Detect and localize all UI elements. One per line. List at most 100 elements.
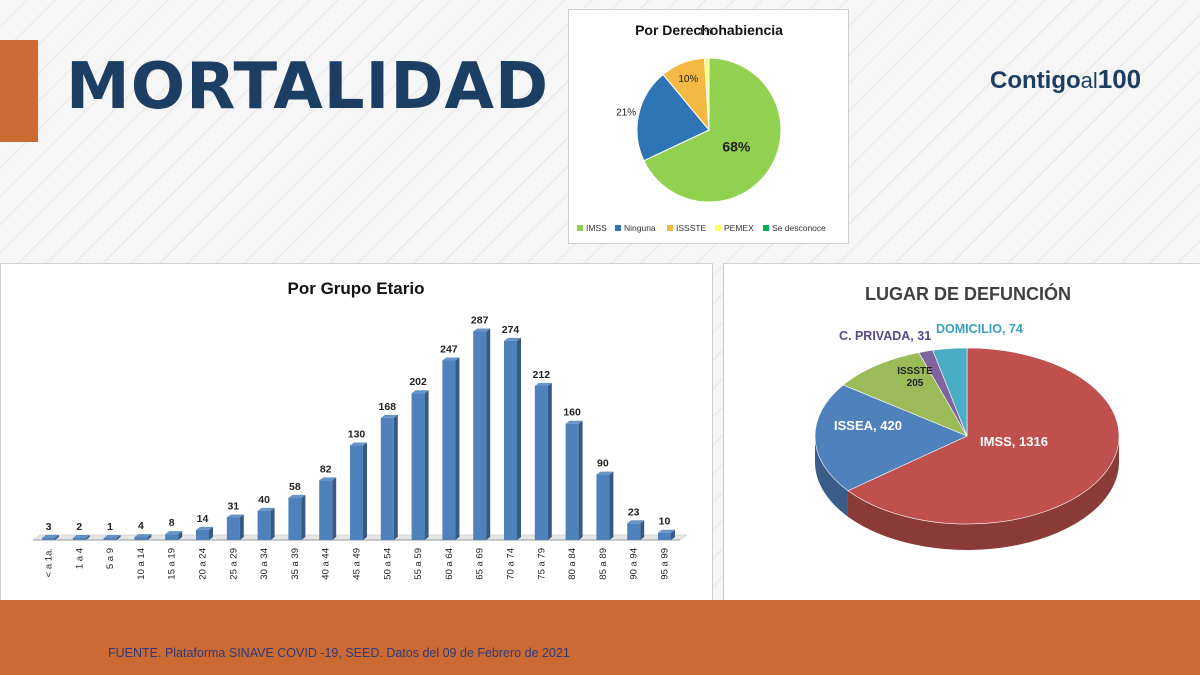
bar-side-40-a-44 <box>332 477 337 540</box>
tick-label-70-a-74: 70 a 74 <box>506 548 517 580</box>
tick-label-a-1a: < a 1a. <box>44 548 55 577</box>
tick-label-80-a-84: 80 a 84 <box>567 548 578 580</box>
tick-label-90-a-94: 90 a 94 <box>629 548 640 580</box>
bar-top-50-a-54 <box>380 414 398 418</box>
data-label-domicilio: DOMICILIO, 74 <box>936 322 1023 336</box>
bar-30-a-34 <box>257 510 271 540</box>
pie-slice-issea <box>814 384 968 492</box>
data-label-10-a-14: 4 <box>138 520 144 532</box>
legend-swatch-imss <box>577 225 583 231</box>
bar-top-75-a-79 <box>534 382 552 386</box>
data-label-imss: IMSS, 1316 <box>980 434 1048 449</box>
bar-top-15-a-19 <box>165 531 183 535</box>
bar-top-20-a-24 <box>196 526 213 530</box>
data-label-45-a-49: 130 <box>348 429 366 441</box>
tick-label-30-a-34: 30 a 34 <box>259 548 270 580</box>
bar-5-a-9 <box>103 538 117 540</box>
data-label-35-a-39: 58 <box>289 481 301 493</box>
chart-title: Por Derechohabiencia <box>635 22 783 38</box>
lugar-defuncion-pie-chart: LUGAR DE DEFUNCIÓN IMSS, 1316 ISSEA, 420 IS… <box>814 283 1120 550</box>
tick-label-50-a-54: 50 a 54 <box>382 548 393 580</box>
bar-65-a-69 <box>473 331 487 540</box>
bar-top-25-a-29 <box>226 514 244 518</box>
contigo-al-100-logo: Contigoal100 <box>990 64 1141 104</box>
data-label-ninguna: 21% <box>616 107 636 118</box>
tick-label-5-a-9: 5 a 9 <box>105 548 116 569</box>
bar-85-a-89 <box>596 474 610 540</box>
bar-95-a-99 <box>658 532 671 540</box>
data-label-50-a-54: 168 <box>379 401 397 413</box>
data-label-c-privada: C. PRIVADA, 31 <box>839 329 931 343</box>
tick-label-85-a-89: 85 a 89 <box>598 548 609 580</box>
bar-50-a-54 <box>380 417 394 540</box>
data-label-pemex: 1% <box>699 27 714 38</box>
bar-80-a-84 <box>565 423 579 540</box>
bar-a-1a <box>42 537 55 540</box>
bar-side-50-a-54 <box>393 414 398 540</box>
data-label-65-a-69: 287 <box>471 314 489 326</box>
legend-label-imss: IMSS <box>586 223 607 233</box>
tick-label-95-a-99: 95 a 99 <box>660 548 671 580</box>
data-label-95-a-99: 10 <box>659 516 671 528</box>
chart-title: LUGAR DE DEFUNCIÓN <box>865 283 1071 304</box>
bar-side-65-a-69 <box>486 328 491 540</box>
bar-top-45-a-49 <box>350 442 367 446</box>
pie-slice-issste <box>842 352 968 437</box>
data-label-80-a-84: 160 <box>563 407 581 419</box>
data-label-issste-name: ISSSTE <box>897 366 933 377</box>
bar-15-a-19 <box>165 534 179 540</box>
legend-swatch-issste <box>667 225 673 231</box>
derechohabiencia-panel: Por Derechohabiencia 68% 21% 10% 1% IMSS Ningu… <box>568 9 849 244</box>
bar-top-30-a-34 <box>257 507 275 511</box>
derechohabiencia-pie-chart: Por Derechohabiencia 68% 21% 10% 1% IMSS Ningu… <box>577 22 826 233</box>
data-label-60-a-64: 247 <box>440 344 458 356</box>
legend-label-se-desconoce: Se desconoce <box>772 223 826 233</box>
bar-side-80-a-84 <box>578 420 583 540</box>
data-label-imss: 68% <box>722 138 751 154</box>
bar-top-65-a-69 <box>473 328 491 332</box>
pie-side-imss <box>847 436 1119 550</box>
bar-40-a-44 <box>319 480 333 540</box>
bar-side-35-a-39 <box>301 494 306 540</box>
data-label-25-a-29: 31 <box>227 500 239 512</box>
bar-side-85-a-89 <box>609 471 614 540</box>
tick-label-55-a-59: 55 a 59 <box>413 548 424 580</box>
lugar-defuncion-panel: LUGAR DE DEFUNCIÓN IMSS, 1316 ISSEA, 420 IS… <box>723 263 1200 601</box>
bar-side-10-a-14 <box>147 534 152 540</box>
pie-slice-ninguna <box>636 73 710 162</box>
page-title: MORTALIDAD <box>66 50 550 124</box>
bar-25-a-29 <box>226 517 240 540</box>
legend-label-ninguna: Ninguna <box>624 223 656 233</box>
bar-side-95-a-99 <box>671 529 675 540</box>
bar-70-a-74 <box>504 340 517 540</box>
bar-20-a-24 <box>196 529 209 540</box>
data-label-70-a-74: 274 <box>502 324 520 336</box>
bar-side-90-a-94 <box>640 520 645 540</box>
bar-side-60-a-64 <box>455 357 460 540</box>
data-label-a-1a: 3 <box>46 521 52 533</box>
bar-1-a-4 <box>72 538 86 540</box>
bar-35-a-39 <box>288 497 302 540</box>
data-label-issea: ISSEA, 420 <box>834 418 902 433</box>
bar-top-60-a-64 <box>442 357 460 361</box>
data-label-issste: 10% <box>678 74 698 85</box>
tick-label-60-a-64: 60 a 64 <box>444 548 455 580</box>
legend-swatch-pemex <box>715 225 721 231</box>
data-label-30-a-34: 40 <box>258 494 270 506</box>
bar-top-1-a-4 <box>72 535 90 538</box>
tick-label-65-a-69: 65 a 69 <box>475 548 486 580</box>
bar-side-20-a-24 <box>209 526 213 540</box>
pie-slice-imss <box>847 347 1120 525</box>
tick-label-40-a-44: 40 a 44 <box>321 548 332 580</box>
legend-label-pemex: PEMEX <box>724 223 754 233</box>
data-label-1-a-4: 2 <box>76 521 82 533</box>
tick-label-75-a-79: 75 a 79 <box>536 548 547 580</box>
bar-top-70-a-74 <box>504 337 521 341</box>
data-label-55-a-59: 202 <box>409 376 427 388</box>
logo-word-2: al <box>1080 68 1098 93</box>
tick-label-15-a-19: 15 a 19 <box>167 548 178 580</box>
bar-top-a-1a <box>42 534 59 538</box>
bar-side-5-a-9 <box>116 535 121 540</box>
bar-top-95-a-99 <box>658 529 675 533</box>
pie-slice-imss <box>643 57 782 203</box>
